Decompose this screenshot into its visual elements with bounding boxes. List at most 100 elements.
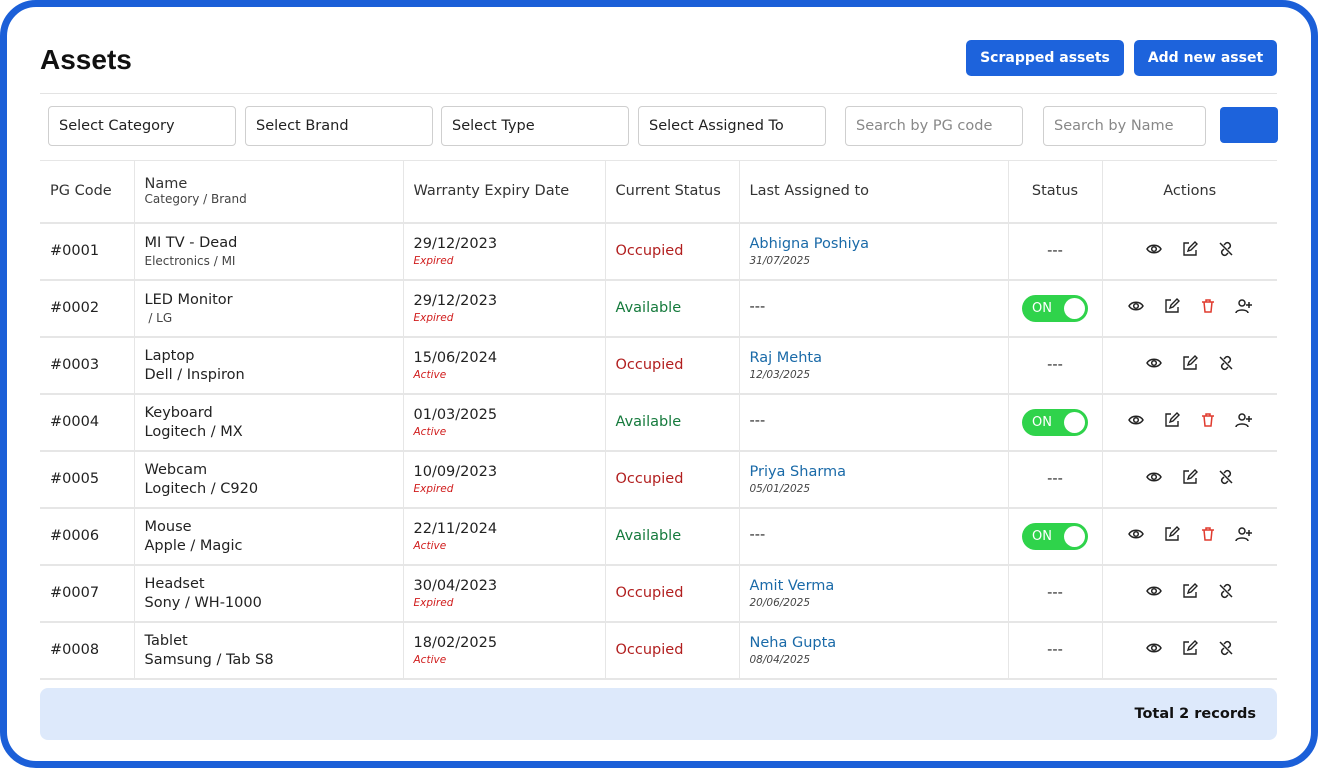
- warranty-state: Expired: [413, 254, 454, 267]
- icon: [1219, 355, 1233, 371]
- edit-icon[interactable]: [1181, 582, 1199, 604]
- category-select[interactable]: Select Category: [48, 106, 236, 146]
- assigned-cell: ---: [739, 279, 1009, 338]
- pg-code: #0008: [40, 621, 135, 680]
- assigned-cell: ---: [739, 393, 1009, 452]
- status-empty: ---: [1047, 585, 1063, 601]
- assigned-select[interactable]: Select Assigned To: [638, 106, 826, 146]
- name-cell: Tablet Samsung / Tab S8: [134, 621, 404, 680]
- status-cell: ---: [1008, 222, 1103, 281]
- asset-row: #0001 MI TV - Dead Electronics / MI 29/12/2…: [40, 222, 1277, 281]
- pg-code: #0004: [40, 393, 135, 452]
- icon: [1219, 469, 1233, 485]
- unlink-icon[interactable]: [1217, 354, 1235, 376]
- scrapped-button[interactable]: Scrapped assets: [966, 40, 1124, 76]
- asset-name: Webcam: [144, 461, 208, 478]
- type-select[interactable]: Select Type: [441, 106, 629, 146]
- warranty-cell: 22/11/2024 Active: [403, 507, 606, 566]
- trash-icon[interactable]: [1199, 297, 1217, 319]
- trash-icon[interactable]: [1199, 411, 1217, 433]
- icon: [1201, 527, 1214, 541]
- asset-row: #0004 Keyboard Logitech / MX 01/03/2025 Acti…: [40, 393, 1277, 452]
- add-button[interactable]: Add new asset: [1134, 40, 1277, 76]
- icon: [1183, 469, 1198, 484]
- brand-select[interactable]: Select Brand: [245, 106, 433, 146]
- assigned-date: 08/04/2025: [749, 653, 811, 666]
- actions: [1113, 411, 1268, 433]
- edit-icon[interactable]: [1181, 240, 1199, 262]
- icon: [1219, 640, 1233, 656]
- pg-code: #0002: [40, 279, 135, 338]
- adduser-icon[interactable]: [1235, 297, 1253, 319]
- status-cell: ---: [1008, 336, 1103, 395]
- asset-category-brand: Electronics / MI: [144, 253, 236, 268]
- status-toggle[interactable]: ON: [1022, 522, 1088, 550]
- view-icon[interactable]: [1145, 468, 1163, 490]
- view-icon[interactable]: [1145, 582, 1163, 604]
- assigned-name: ---: [749, 412, 766, 429]
- view-icon[interactable]: [1127, 411, 1145, 433]
- col-warranty: Warranty Expiry Date: [403, 160, 606, 224]
- asset-category-brand: Apple / Magic: [144, 537, 243, 554]
- warranty-cell: 29/12/2023 Expired: [403, 279, 606, 338]
- col-assigned: Last Assigned to: [739, 160, 1009, 224]
- assigned-date: 20/06/2025: [749, 596, 811, 609]
- adduser-icon[interactable]: [1235, 525, 1253, 547]
- assigned-name: Abhigna Poshiya: [749, 235, 870, 252]
- view-icon[interactable]: [1145, 639, 1163, 661]
- unlink-icon[interactable]: [1217, 639, 1235, 661]
- status-cell: ---: [1008, 564, 1103, 623]
- asset-category-brand: Logitech / C920: [144, 480, 259, 497]
- edit-icon[interactable]: [1181, 639, 1199, 661]
- status-toggle[interactable]: ON: [1022, 294, 1088, 322]
- icon: [1235, 299, 1252, 314]
- icon: [1165, 526, 1180, 541]
- name-cell: LED Monitor / LG: [134, 279, 404, 338]
- status-cell: ON: [1008, 279, 1103, 338]
- view-icon[interactable]: [1127, 525, 1145, 547]
- asset-name: Headset: [144, 575, 205, 592]
- status-toggle[interactable]: ON: [1022, 408, 1088, 436]
- unlink-icon[interactable]: [1217, 582, 1235, 604]
- asset-name: LED Monitor: [144, 291, 233, 308]
- edit-icon[interactable]: [1163, 525, 1181, 547]
- col-actions: Actions: [1102, 160, 1277, 224]
- warranty-state: Active: [413, 368, 447, 381]
- name-search[interactable]: Search by Name: [1043, 106, 1206, 146]
- name-cell: Laptop Dell / Inspiron: [134, 336, 404, 395]
- warranty-cell: 30/04/2023 Expired: [403, 564, 606, 623]
- assigned-name: Neha Gupta: [749, 634, 837, 651]
- assigned-cell: Amit Verma 20/06/2025: [739, 564, 1009, 623]
- edit-icon[interactable]: [1181, 468, 1199, 490]
- icon: [1235, 413, 1252, 428]
- assigned-name: Amit Verma: [749, 577, 835, 594]
- search-button[interactable]: [1220, 107, 1278, 143]
- trash-icon[interactable]: [1199, 525, 1217, 547]
- assigned-date: 05/01/2025: [749, 482, 811, 495]
- asset-row: #0008 Tablet Samsung / Tab S8 18/02/2025 Act…: [40, 621, 1277, 680]
- icon: [1183, 583, 1198, 598]
- warranty-date: 18/02/2025: [413, 634, 498, 651]
- icon: [1165, 298, 1180, 313]
- adduser-icon[interactable]: [1235, 411, 1253, 433]
- view-icon[interactable]: [1127, 297, 1145, 319]
- status-empty: ---: [1047, 357, 1063, 373]
- actions-cell: [1102, 450, 1277, 509]
- col-name-sub: Category / Brand: [144, 192, 247, 207]
- icon: [1145, 244, 1162, 254]
- divider: [40, 93, 1277, 94]
- edit-icon[interactable]: [1181, 354, 1199, 376]
- view-icon[interactable]: [1145, 240, 1163, 262]
- actions-cell: [1102, 222, 1277, 281]
- warranty-state: Active: [413, 539, 447, 552]
- edit-icon[interactable]: [1163, 297, 1181, 319]
- view-icon[interactable]: [1145, 354, 1163, 376]
- edit-icon[interactable]: [1163, 411, 1181, 433]
- icon: [1219, 583, 1233, 599]
- unlink-icon[interactable]: [1217, 240, 1235, 262]
- assigned-cell: ---: [739, 507, 1009, 566]
- code-search[interactable]: Search by PG code: [845, 106, 1023, 146]
- header-row: PG Code Name Category / Brand Warranty Ex…: [40, 160, 1277, 224]
- assigned-name: Raj Mehta: [749, 349, 822, 366]
- unlink-icon[interactable]: [1217, 468, 1235, 490]
